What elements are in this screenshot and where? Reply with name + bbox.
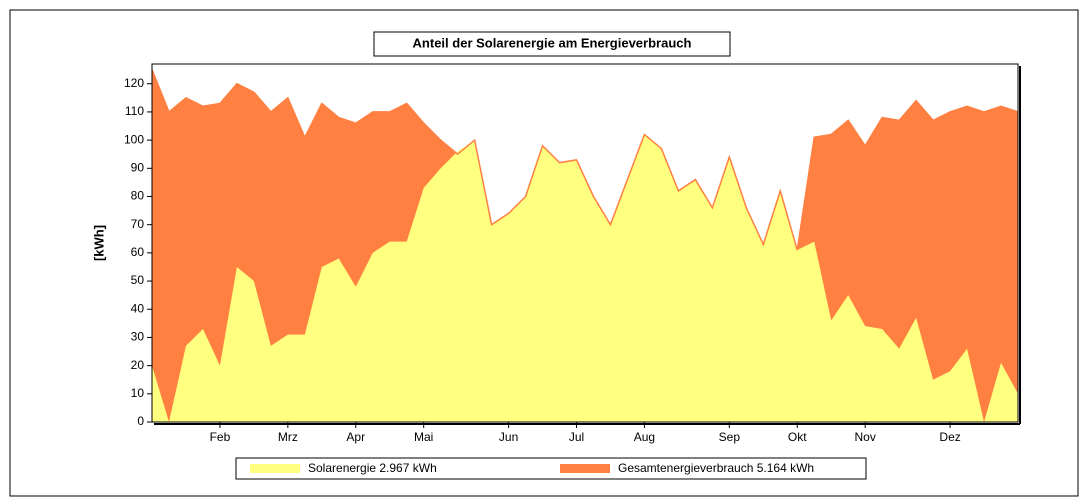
legend-swatch — [250, 464, 300, 473]
y-tick-label: 50 — [131, 273, 145, 287]
x-tick-label: Apr — [346, 430, 365, 444]
y-tick-label: 40 — [131, 301, 145, 315]
x-tick-label: Mai — [414, 430, 433, 444]
y-tick-label: 80 — [131, 189, 145, 203]
y-tick-label: 0 — [137, 414, 144, 428]
x-tick-label: Dez — [939, 430, 960, 444]
x-tick-label: Feb — [210, 430, 231, 444]
y-tick-label: 90 — [131, 160, 145, 174]
area — [152, 134, 1018, 422]
y-tick-label: 70 — [131, 217, 145, 231]
x-tick-label: Sep — [719, 430, 741, 444]
x-tick-label: Aug — [634, 430, 655, 444]
y-axis-label: [kWh] — [91, 225, 106, 261]
legend-label: Solarenergie 2.967 kWh — [308, 461, 437, 475]
y-tick-label: 30 — [131, 330, 145, 344]
y-tick-label: 100 — [124, 132, 144, 146]
legend-swatch — [560, 464, 610, 473]
x-tick-label: Nov — [855, 430, 876, 444]
legend-label: Gesamtenergieverbrauch 5.164 kWh — [618, 461, 814, 475]
y-tick-label: 60 — [131, 245, 145, 259]
x-tick-label: Jul — [569, 430, 584, 444]
y-tick-label: 20 — [131, 358, 145, 372]
x-tick-label: Mrz — [278, 430, 298, 444]
x-tick-label: Jun — [499, 430, 518, 444]
x-tick-label: Okt — [788, 430, 807, 444]
y-tick-label: 120 — [124, 76, 144, 90]
y-tick-label: 10 — [131, 386, 145, 400]
legend — [235, 457, 867, 480]
y-tick-label: 110 — [125, 104, 144, 118]
title-box — [373, 31, 731, 57]
line — [151, 69, 1019, 251]
chart-title: Anteil der Solarenergie am Energieverbra… — [413, 35, 692, 50]
plot-frame — [151, 63, 1019, 423]
